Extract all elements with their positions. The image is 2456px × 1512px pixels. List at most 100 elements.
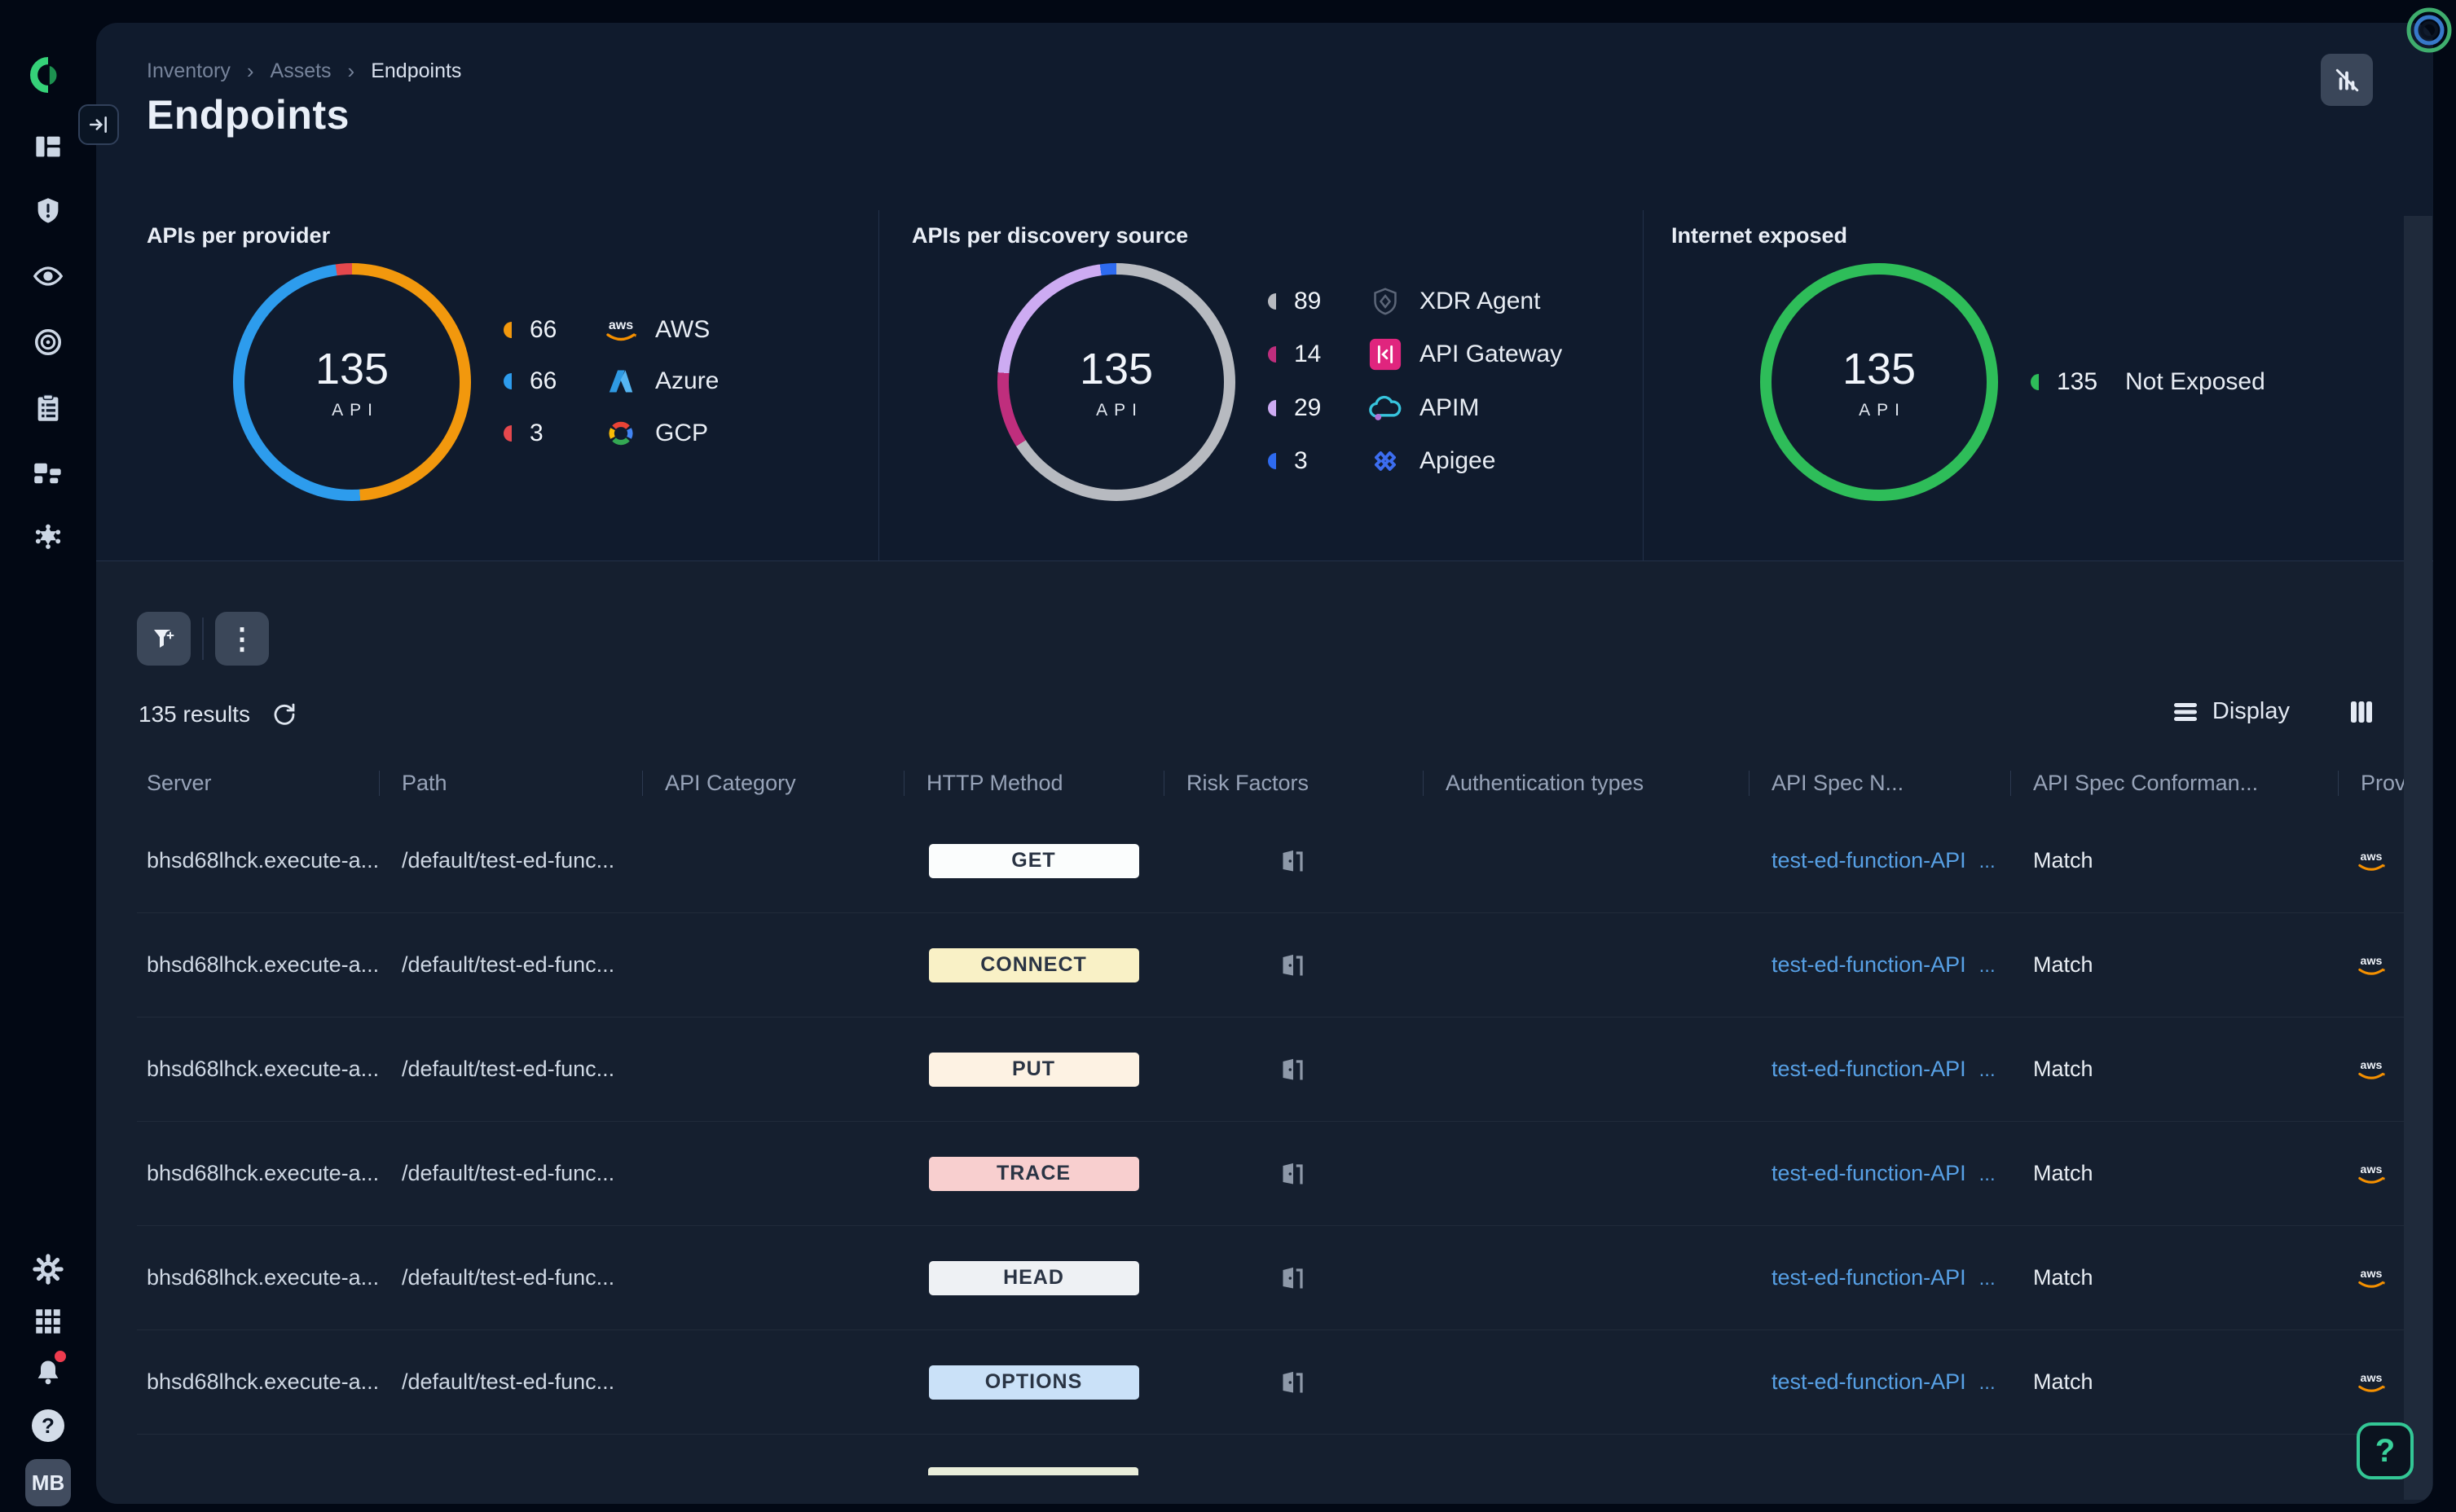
api-spec-link[interactable]: test-ed-function-API (1772, 848, 1966, 872)
user-avatar[interactable]: MB (25, 1459, 71, 1506)
xdr-agent-logo-icon (1362, 287, 1408, 316)
api-spec-more[interactable]: ... (1978, 1059, 1996, 1081)
column-header-risk-factors[interactable]: Risk Factors (1164, 771, 1423, 796)
open-door-icon (1283, 1163, 1303, 1184)
legend-label: Apigee (1419, 447, 1496, 474)
aws-logo-icon: aws (598, 315, 644, 345)
target-icon (34, 328, 62, 356)
legend-value: 66 (530, 367, 557, 394)
column-header-provider[interactable]: Prov (2338, 771, 2404, 796)
sidebar-rail: ? MB (0, 0, 96, 1512)
breadcrumb-separator: › (246, 59, 254, 83)
column-header-server[interactable]: Server (147, 770, 212, 795)
vertical-scrollbar[interactable] (2404, 216, 2432, 1500)
chart-internet-exposed: Internet exposed 135 API 135 Not Exposed (1643, 210, 2432, 560)
legend-dot (1268, 293, 1276, 310)
donut-apis-per-discovery-source: 135 API (997, 263, 1235, 501)
sidebar-item-visibility[interactable] (25, 253, 71, 299)
api-spec-link[interactable]: test-ed-function-API (1772, 952, 1966, 977)
legend-item-aws[interactable]: 66 aws AWS (504, 315, 719, 345)
column-header-api-spec-conformance[interactable]: API Spec Conforman... (2010, 771, 2338, 796)
breadcrumb-assets[interactable]: Assets (270, 59, 332, 82)
svg-text:aws: aws (2360, 1163, 2382, 1176)
results-count: 135 results (139, 701, 250, 727)
sidebar-item-settings[interactable] (25, 1246, 71, 1292)
display-button[interactable]: Display (2173, 698, 2290, 725)
table-row[interactable]: bhsd68lhck.execute-a... /default/test-ed… (137, 1018, 2404, 1122)
cell-http-method: GET (904, 843, 1164, 878)
brand-logo[interactable] (25, 52, 71, 98)
refresh-button[interactable] (271, 701, 297, 727)
more-actions-button[interactable]: ⋮ (215, 612, 269, 666)
charts-section: APIs per provider 135 API 66 aws (96, 210, 2433, 560)
cell-path: /default/test-ed-func... (402, 1369, 615, 1394)
donut-unit: API (332, 401, 379, 420)
table-row[interactable]: bhsd68lhck.execute-a... /default/test-ed… (137, 1226, 2404, 1330)
legend-item-apigee[interactable]: 3 Apigee (1268, 445, 1562, 477)
sidebar-item-targets[interactable] (25, 319, 71, 365)
legend-value: 89 (1294, 288, 1322, 314)
column-header-path[interactable]: Path (379, 771, 642, 796)
api-spec-more[interactable]: ... (1978, 955, 1996, 977)
legend-dot (504, 373, 512, 389)
sidebar-item-help[interactable]: ? (25, 1403, 71, 1448)
sidebar-item-dashboards[interactable] (25, 124, 71, 169)
legend-label: XDR Agent (1419, 288, 1541, 314)
hide-charts-button[interactable] (2321, 54, 2373, 106)
legend-item-api-gateway[interactable]: 14 API Gateway (1268, 337, 1562, 371)
display-label: Display (2212, 698, 2290, 724)
cell-server: bhsd68lhck.execute-a... (147, 1265, 379, 1290)
api-spec-link[interactable]: test-ed-function-API (1772, 1369, 1966, 1394)
brand-logo-icon (30, 57, 57, 93)
api-spec-more[interactable]: ... (1978, 850, 1996, 872)
help-fab-button[interactable]: ? (2357, 1422, 2414, 1479)
column-header-api-spec-name[interactable]: API Spec N... (1749, 771, 2010, 796)
svg-text:aws: aws (2360, 955, 2382, 968)
sidebar-item-automation[interactable] (25, 516, 71, 561)
api-spec-link[interactable]: test-ed-function-API (1772, 1161, 1966, 1185)
table-row[interactable]: bhsd68lhck.execute-a... /default/test-ed… (137, 1122, 2404, 1226)
table-row[interactable]: bhsd68lhck.execute-a... /default/test-ed… (137, 1330, 2404, 1435)
bell-icon (37, 1360, 59, 1385)
results-row: 135 results (139, 701, 2433, 727)
legend-apis-per-discovery-source: 89 XDR Agent 14 (1268, 287, 1562, 477)
legend-item-xdr-agent[interactable]: 89 XDR Agent (1268, 287, 1562, 316)
sidebar-item-notifications[interactable] (25, 1349, 71, 1395)
legend-item-azure[interactable]: 66 Azure (504, 366, 719, 397)
collapse-sidebar-button[interactable] (78, 104, 119, 145)
api-spec-link[interactable]: test-ed-function-API (1772, 1265, 1966, 1290)
cell-risk-factors (1164, 949, 1423, 982)
donut-total: 135 (315, 345, 390, 393)
legend-dot (1268, 453, 1276, 469)
aws-provider-icon: aws (2357, 850, 2385, 871)
legend-dot (2031, 374, 2039, 390)
column-header-api-category[interactable]: API Category (642, 771, 904, 796)
cell-api-spec-name: test-ed-function-API... (1749, 952, 2010, 978)
cell-risk-factors (1164, 1366, 1423, 1399)
sidebar-item-reports[interactable] (25, 385, 71, 431)
manage-columns-button[interactable] (2348, 699, 2375, 725)
hide-charts-icon (2335, 68, 2359, 92)
sidebar-item-incidents[interactable] (25, 188, 71, 234)
legend-item-gcp[interactable]: 3 GCP (504, 418, 719, 449)
api-spec-more[interactable]: ... (1978, 1268, 1996, 1290)
legend-item-apim[interactable]: 29 APIM (1268, 393, 1562, 424)
cell-api-spec-name: test-ed-function-API... (1749, 1369, 2010, 1395)
breadcrumb-inventory[interactable]: Inventory (147, 59, 231, 82)
sidebar-item-assets[interactable] (25, 451, 71, 496)
column-header-http-method[interactable]: HTTP Method (904, 771, 1164, 796)
shield-alert-icon (37, 198, 59, 223)
api-spec-link[interactable]: test-ed-function-API (1772, 1057, 1966, 1081)
apim-logo-icon (1362, 393, 1408, 424)
table-body: bhsd68lhck.execute-a... /default/test-ed… (137, 809, 2404, 1435)
column-header-authentication-types[interactable]: Authentication types (1423, 771, 1749, 796)
kebab-menu-icon: ⋮ (227, 622, 257, 655)
add-filter-button[interactable] (137, 612, 191, 666)
breadcrumb-endpoints: Endpoints (371, 59, 462, 82)
legend-item-not-exposed[interactable]: 135 Not Exposed (2031, 368, 2265, 396)
api-spec-more[interactable]: ... (1978, 1372, 1996, 1394)
table-row[interactable]: bhsd68lhck.execute-a... /default/test-ed… (137, 913, 2404, 1018)
api-spec-more[interactable]: ... (1978, 1163, 1996, 1185)
sidebar-item-apps[interactable] (25, 1299, 71, 1344)
table-row[interactable]: bhsd68lhck.execute-a... /default/test-ed… (137, 809, 2404, 913)
